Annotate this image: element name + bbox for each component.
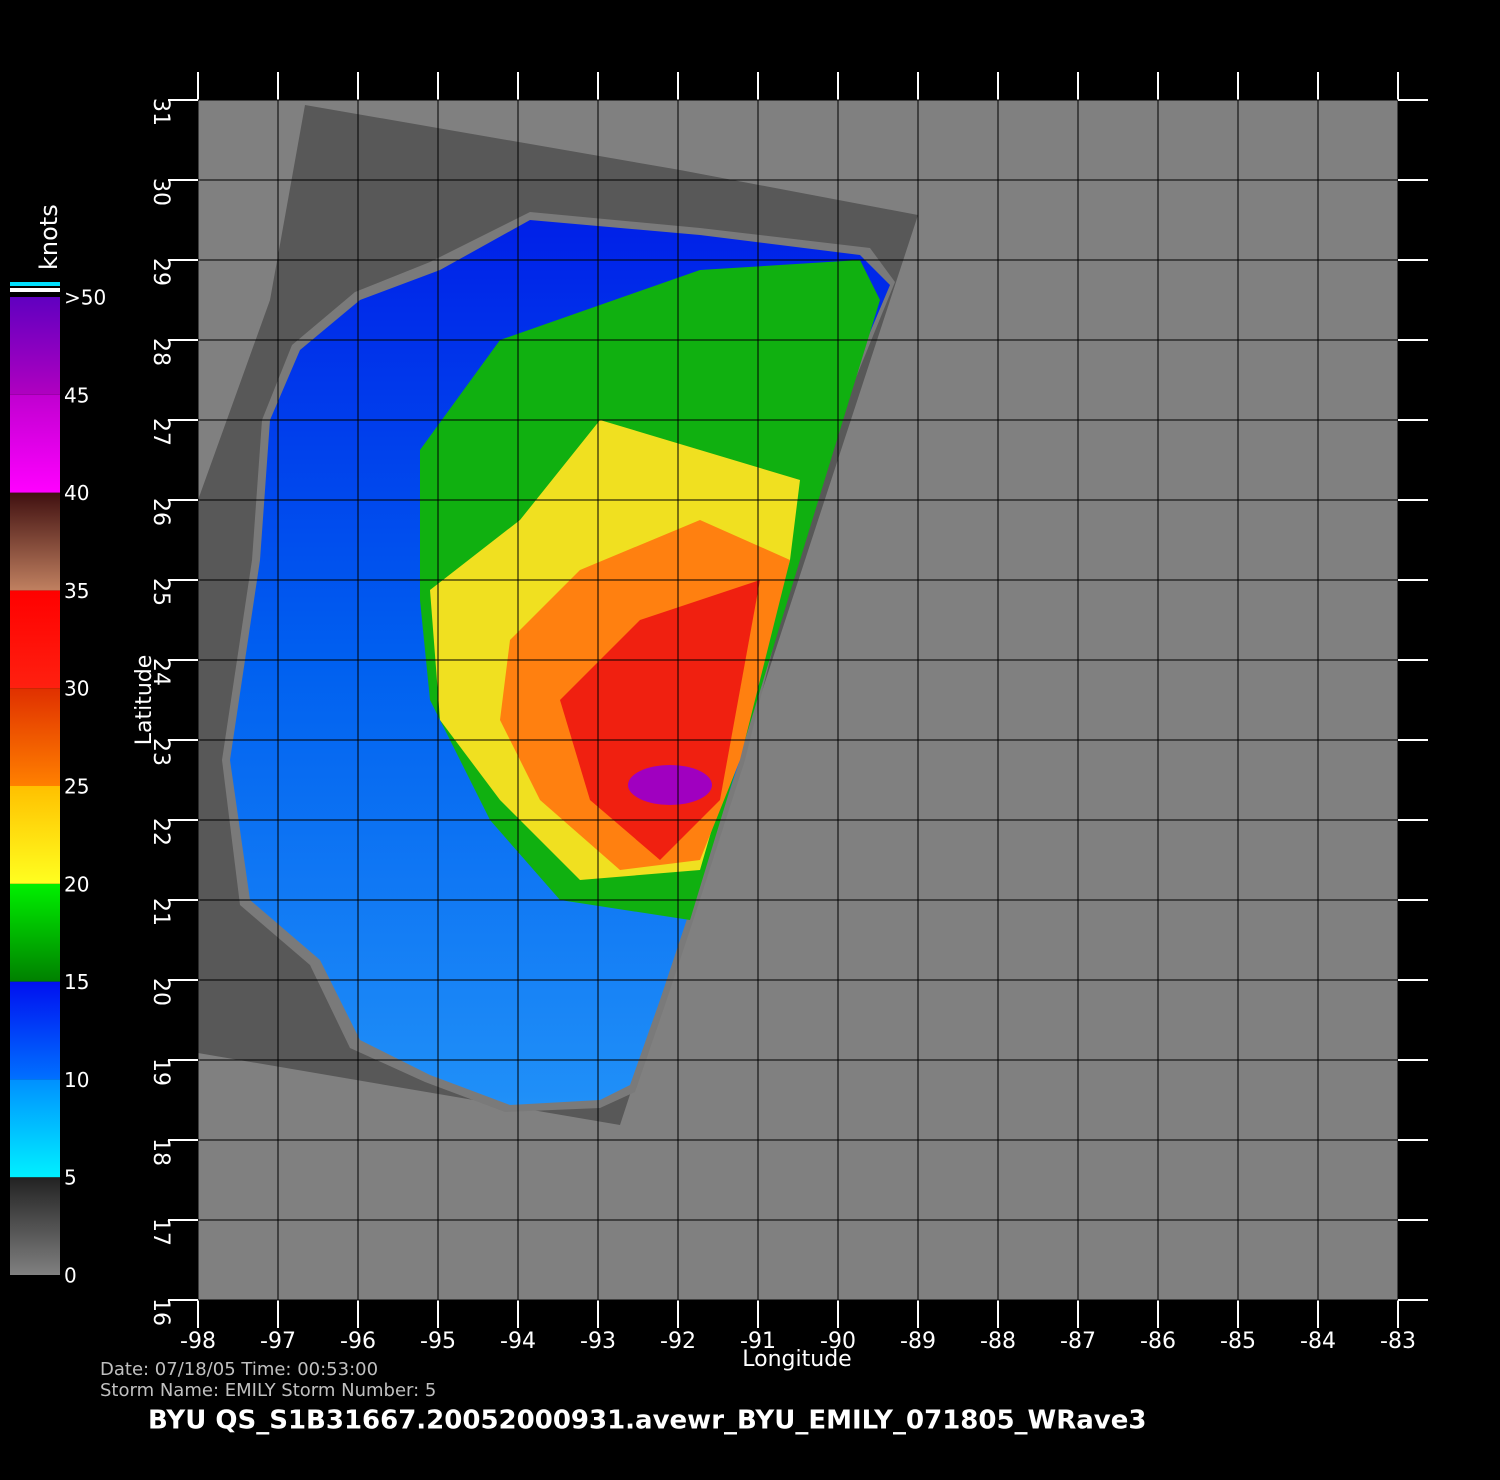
- x-tick-label: -97: [260, 1329, 296, 1354]
- colorbar-tick-label: 15: [64, 970, 89, 994]
- x-tick-label: -87: [1060, 1329, 1096, 1354]
- colorbar-segment: [10, 590, 60, 689]
- colorbar-tick-label: 10: [64, 1068, 89, 1092]
- y-tick-label: 28: [148, 338, 173, 366]
- colorbar-tick-label: 40: [64, 481, 89, 505]
- y-tick-label: 23: [148, 738, 173, 766]
- colorbar-segment: [10, 883, 60, 982]
- colorbar-segment: [10, 786, 60, 884]
- chart-title: BYU QS_S1B31667.20052000931.avewr_BYU_EM…: [148, 1406, 1146, 1436]
- colorbar-segment: [10, 981, 60, 1080]
- colorbar-tick-label: >50: [64, 286, 106, 310]
- x-tick-label: -88: [980, 1329, 1016, 1354]
- y-tick-label: 30: [148, 178, 173, 206]
- colorbar-tick-label: 30: [64, 677, 89, 701]
- x-axis-label: Longitude: [742, 1347, 851, 1372]
- x-tick-label: -92: [660, 1329, 696, 1354]
- y-tick-label: 17: [148, 1218, 173, 1246]
- x-tick-label: -89: [900, 1329, 936, 1354]
- x-tick-label: -85: [1220, 1329, 1256, 1354]
- y-tick-label: 21: [148, 898, 173, 926]
- colorbar-label: knots: [35, 204, 63, 270]
- y-tick-label: 19: [148, 1058, 173, 1086]
- colorbar-segment: [10, 1079, 60, 1178]
- colorbar-tick-label: 25: [64, 775, 89, 799]
- colorbar-tick-label: 35: [64, 579, 89, 603]
- y-tick-label: 20: [148, 978, 173, 1006]
- info-line: Storm Name: EMILY Storm Number: 5: [100, 1380, 436, 1401]
- x-tick-label: -93: [580, 1329, 616, 1354]
- y-axis-label: Latitude: [132, 655, 157, 746]
- y-tick-label: 27: [148, 418, 173, 446]
- y-tick-label: 26: [148, 498, 173, 526]
- colorbar-segment: [10, 1177, 60, 1275]
- info-line: Date: 07/18/05 Time: 00:53:00: [100, 1359, 378, 1380]
- colorbar-segment: [10, 297, 60, 395]
- y-tick-label: 29: [148, 258, 173, 286]
- x-tick-label: -98: [180, 1329, 216, 1354]
- colorbar-cap: [10, 288, 60, 292]
- x-tick-label: -90: [820, 1329, 856, 1354]
- colorbar-tick-label: 20: [64, 872, 89, 896]
- y-tick-label: 22: [148, 818, 173, 846]
- x-tick-label: -83: [1380, 1329, 1416, 1354]
- x-tick-label: -86: [1140, 1329, 1176, 1354]
- colorbar-segment: [10, 492, 60, 591]
- x-tick-label: -84: [1300, 1329, 1336, 1354]
- y-tick-label: 16: [148, 1298, 173, 1326]
- y-tick-label: 18: [148, 1138, 173, 1166]
- x-tick-label: -94: [500, 1329, 536, 1354]
- x-tick-label: -95: [420, 1329, 456, 1354]
- colorbar-cap: [10, 282, 60, 286]
- wind-region-max: [628, 765, 712, 805]
- y-tick-label: 25: [148, 578, 173, 606]
- colorbar-tick-label: 5: [64, 1166, 77, 1190]
- swath: [198, 105, 918, 1125]
- x-tick-label: -96: [340, 1329, 376, 1354]
- colorbar-segment: [10, 394, 60, 493]
- y-tick-label: 31: [148, 98, 173, 126]
- colorbar-tick-label: 0: [64, 1264, 77, 1288]
- colorbar-segment: [10, 688, 60, 786]
- colorbar-tick-label: 45: [64, 383, 89, 407]
- y-tick-label: 24: [148, 658, 173, 686]
- x-tick-label: -91: [740, 1329, 776, 1354]
